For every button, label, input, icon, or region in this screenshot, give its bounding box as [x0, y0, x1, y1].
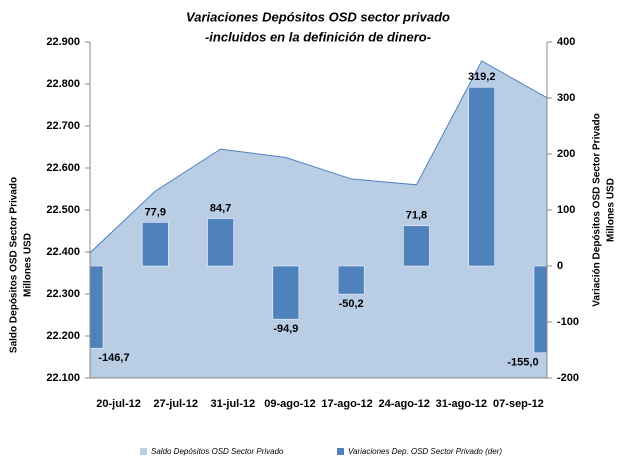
- bar: [272, 265, 300, 320]
- y-tick-label: 22.500: [46, 204, 80, 216]
- data-label: -50,2: [339, 298, 364, 310]
- x-tick-label: 07-sep-12: [493, 398, 544, 410]
- x-tick-label: 09-ago-12: [264, 398, 315, 410]
- bar: [403, 225, 430, 267]
- legend-swatch: [140, 448, 147, 455]
- data-label: 84,7: [210, 202, 231, 214]
- data-label: -146,7: [98, 352, 129, 364]
- data-label: 71,8: [406, 210, 427, 222]
- legend-swatch: [337, 448, 344, 455]
- y2-tick-label: -200: [557, 372, 579, 384]
- x-tick-label: 24-ago-12: [379, 398, 430, 410]
- x-tick-label: 31-jul-12: [210, 398, 255, 410]
- x-tick-label: 31-ago-12: [436, 398, 487, 410]
- y2-axis-title: Variación Depósitos OSD Sector Privado: [592, 113, 603, 306]
- x-tick-label: 27-jul-12: [153, 398, 198, 410]
- y-tick-label: 22.400: [46, 246, 80, 258]
- y-tick-label: 22.200: [46, 330, 80, 342]
- data-label: 77,9: [145, 206, 166, 218]
- bar: [207, 218, 234, 267]
- y-tick-label: 22.700: [46, 120, 80, 132]
- y2-tick-label: 200: [557, 148, 575, 160]
- data-label: -155,0: [507, 357, 538, 369]
- bar: [90, 265, 104, 349]
- y2-tick-label: 400: [557, 36, 575, 48]
- y-tick-label: 22.100: [46, 372, 80, 384]
- y2-tick-label: 100: [557, 204, 575, 216]
- plot-area: [90, 60, 547, 378]
- chart-title: Variaciones Depósitos OSD sector privado: [186, 9, 450, 24]
- y-axis-title: Saldo Depósitos OSD Sector Privado: [9, 177, 20, 353]
- y2-axis-title: Millones USD: [606, 178, 617, 242]
- legend-label: Variaciones Dep. OSD Sector Privado (der…: [348, 447, 502, 456]
- y2-tick-label: 300: [557, 92, 575, 104]
- x-tick-label: 20-jul-12: [96, 398, 141, 410]
- y2-tick-label: -100: [557, 316, 579, 328]
- legend-label: Saldo Depósitos OSD Sector Privado: [151, 447, 284, 456]
- y-tick-label: 22.800: [46, 78, 80, 90]
- bar: [337, 265, 365, 295]
- data-label: -94,9: [273, 323, 298, 335]
- bar: [533, 265, 547, 354]
- y2-tick-label: 0: [557, 260, 563, 272]
- y-axis-title: Millones USD: [23, 233, 34, 297]
- y-tick-label: 22.600: [46, 162, 80, 174]
- area-fill: [90, 60, 547, 378]
- bar: [468, 86, 495, 267]
- data-label: 319,2: [468, 71, 496, 83]
- y-tick-label: 22.300: [46, 288, 80, 300]
- area-line: [90, 60, 547, 254]
- x-tick-label: 17-ago-12: [321, 398, 372, 410]
- y-tick-label: 22.900: [46, 36, 80, 48]
- chart-subtitle: -incluidos en la definición de dinero-: [205, 29, 431, 44]
- bar: [142, 222, 169, 267]
